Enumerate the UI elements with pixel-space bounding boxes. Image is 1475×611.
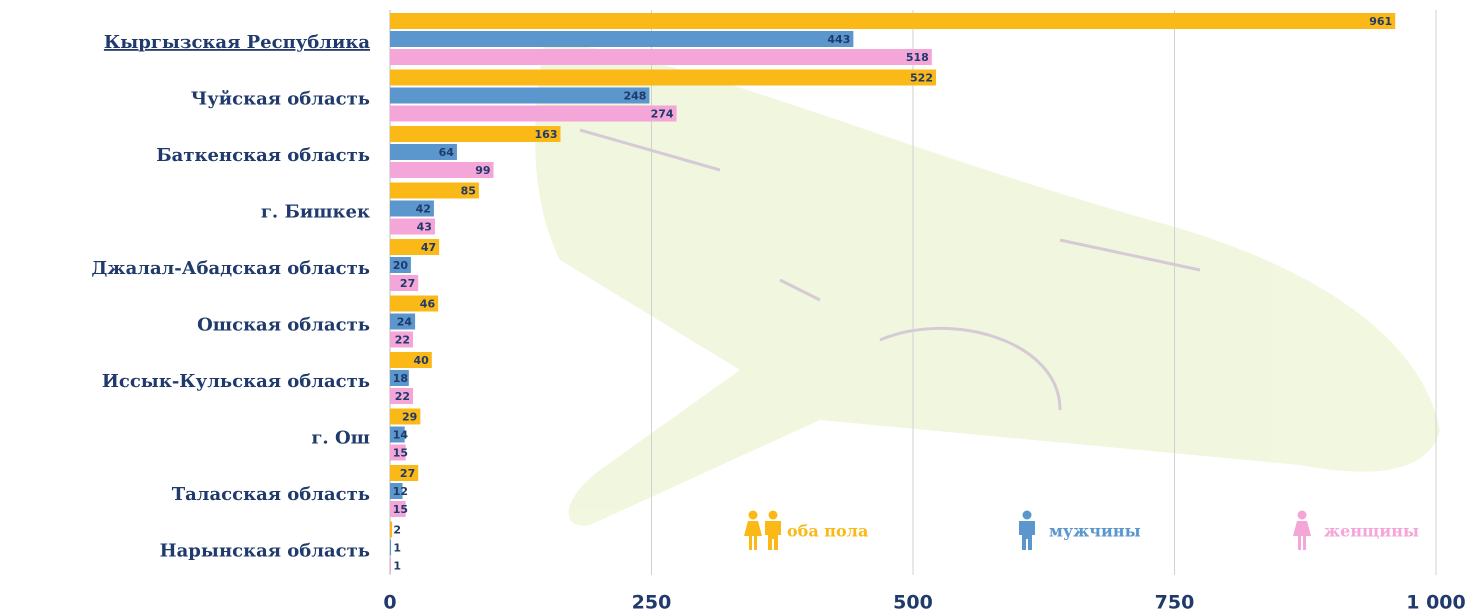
bar	[390, 69, 937, 86]
bar	[390, 313, 416, 330]
legend-icon	[1019, 521, 1035, 550]
grid: 0 250 500 750 1 000	[383, 10, 1466, 611]
value-label: 14	[393, 429, 409, 442]
legend-icon	[1022, 510, 1032, 520]
value-label: 27	[400, 467, 415, 480]
legend-icon	[744, 521, 762, 550]
legend-label: оба пола	[787, 522, 868, 541]
bar	[390, 218, 435, 235]
bar	[390, 105, 677, 122]
value-label: 40	[414, 354, 430, 367]
legend-label: мужчины	[1049, 522, 1141, 541]
legend-label: женщины	[1324, 522, 1419, 541]
bar	[390, 31, 854, 47]
bar	[390, 162, 494, 178]
legend: оба пола мужчины женщины	[744, 510, 1419, 550]
bar	[390, 13, 1396, 29]
value-label: 15	[393, 447, 408, 460]
category-label: Таласская область	[172, 484, 370, 505]
bar	[390, 388, 414, 404]
bar	[390, 144, 457, 160]
value-label: 42	[416, 203, 431, 216]
value-label: 64	[439, 146, 455, 159]
legend-icon	[748, 510, 758, 520]
value-label: 27	[400, 277, 415, 290]
x-tick-label: 500	[893, 592, 933, 611]
bar	[390, 465, 419, 481]
legend-icon	[765, 521, 781, 550]
airplane-background	[535, 40, 1440, 526]
value-label: 43	[417, 221, 432, 234]
legend-icon	[768, 510, 778, 520]
x-tick-label: 250	[632, 592, 672, 611]
bar	[390, 126, 561, 142]
value-label: 20	[393, 259, 409, 272]
value-label: 961	[1369, 15, 1392, 28]
legend-icon	[1293, 521, 1311, 550]
bar	[390, 182, 479, 199]
value-label: 85	[461, 185, 476, 198]
value-label: 24	[397, 316, 413, 329]
bar	[390, 257, 411, 273]
legend-icon	[1297, 510, 1307, 520]
bar	[390, 370, 409, 386]
category-label: г. Ош	[311, 428, 370, 449]
value-label: 22	[395, 390, 410, 403]
category-label: Чуйская область	[191, 89, 370, 110]
bar	[390, 49, 932, 65]
value-label: 47	[421, 241, 436, 254]
value-label: 1	[393, 542, 401, 555]
bar	[390, 521, 393, 538]
bar	[390, 444, 406, 461]
value-label: 15	[393, 503, 408, 516]
bars: Кыргызская Республика 961 443 518 Чуйская об…	[91, 13, 1396, 574]
value-label: 518	[906, 51, 929, 64]
bar	[390, 539, 392, 556]
value-label: 2	[393, 524, 401, 537]
value-label: 18	[393, 372, 408, 385]
bar	[390, 295, 439, 312]
value-label: 248	[623, 90, 646, 103]
category-label: г. Бишкек	[261, 202, 370, 223]
value-label: 163	[535, 128, 558, 141]
x-tick-label: 750	[1155, 592, 1195, 611]
x-tick-label: 1 000	[1406, 592, 1466, 611]
value-label: 522	[910, 72, 933, 85]
value-label: 46	[420, 298, 436, 311]
category-label[interactable]: Кыргызская Республика	[104, 32, 370, 53]
bar	[390, 426, 405, 443]
bar	[390, 200, 434, 217]
x-tick-label: 0	[383, 592, 396, 611]
category-label: Джалал-Абадская область	[91, 258, 370, 279]
bar	[390, 352, 432, 368]
category-label: Ошская область	[197, 315, 370, 336]
bar	[390, 408, 421, 425]
value-label: 12	[393, 485, 408, 498]
value-label: 29	[402, 411, 417, 424]
value-label: 1	[393, 560, 401, 573]
value-label: 99	[475, 164, 490, 177]
bar	[390, 275, 419, 291]
bar	[390, 331, 414, 348]
value-label: 443	[827, 33, 850, 46]
bar	[390, 483, 403, 499]
bar	[390, 557, 392, 574]
value-label: 274	[651, 108, 674, 121]
bar	[390, 239, 440, 255]
category-label: Нарынская область	[160, 541, 370, 562]
value-label: 22	[395, 334, 410, 347]
category-label: Иссык-Кульская область	[102, 371, 370, 392]
bar	[390, 501, 406, 517]
category-label: Баткенская область	[156, 145, 370, 166]
bar	[390, 87, 650, 104]
